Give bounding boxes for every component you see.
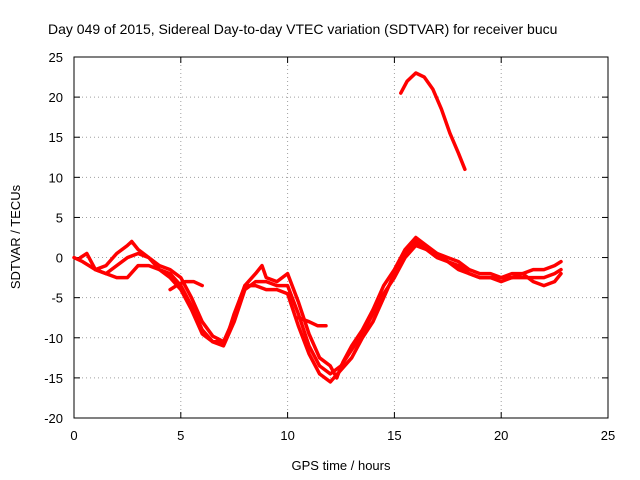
y-tick-label: 25: [49, 50, 63, 65]
y-tick-label: 15: [49, 130, 63, 145]
y-tick-label: 20: [49, 90, 63, 105]
y-tick-label: 5: [56, 210, 63, 225]
x-tick-label: 0: [70, 428, 77, 443]
grid-lines: [74, 57, 608, 418]
series-group: [72, 71, 563, 384]
y-tick-label: -5: [51, 291, 63, 306]
x-axis-label: GPS time / hours: [292, 458, 391, 473]
x-tick-label: 15: [387, 428, 401, 443]
y-tick-label: -15: [44, 371, 63, 386]
series-line-2: [78, 243, 563, 376]
x-tick-label: 20: [494, 428, 508, 443]
series-line-5: [296, 315, 328, 328]
chart-title: Day 049 of 2015, Sidereal Day-to-day VTE…: [48, 21, 557, 37]
series-line-6: [399, 71, 467, 172]
y-tick-label: -20: [44, 411, 63, 426]
x-tick-label: 25: [601, 428, 615, 443]
series-line-4: [168, 279, 204, 292]
axis-ticks: 0 5 10 15 20 25 -20 -15 -10 -5 0 5 10 15 20 25: [44, 50, 615, 443]
plot-frame: [73, 56, 609, 419]
y-axis-label: SDTVAR / TECUs: [8, 184, 23, 289]
series-line-3: [93, 239, 563, 384]
y-tick-label: 0: [56, 251, 63, 266]
x-tick-label: 10: [280, 428, 294, 443]
y-tick-label: 10: [49, 170, 63, 185]
x-tick-label: 5: [177, 428, 184, 443]
y-tick-label: -10: [44, 331, 63, 346]
